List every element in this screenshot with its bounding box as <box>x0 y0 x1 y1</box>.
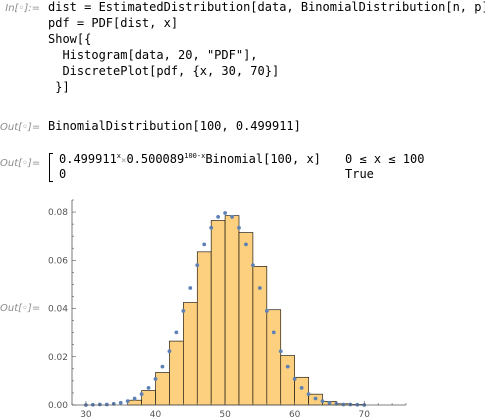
pdf-point <box>104 402 109 407</box>
pdf-point <box>181 309 186 313</box>
input-line: }] <box>48 80 70 94</box>
y-tick-label: 0.02 <box>48 353 68 363</box>
pdf-point <box>125 399 130 404</box>
histogram-bar <box>183 302 198 406</box>
pdf-point <box>285 364 290 369</box>
piecewise-cond-1: 0 ≤ x ≤ 100 <box>345 152 425 166</box>
pdf-point <box>216 214 221 219</box>
x-tick-label: 60 <box>289 410 301 418</box>
pdf-point <box>341 402 346 407</box>
pdf-point <box>230 214 234 219</box>
piecewise-cond-2: True <box>345 167 374 181</box>
exponent-x: x <box>116 152 122 160</box>
output-label-3: Out[◦]= <box>0 303 41 314</box>
histogram-bar <box>141 390 156 406</box>
output-label-2: Out[◦]= <box>0 158 41 169</box>
input-line: DiscretePlot[pdf, {x, 30, 70}] <box>48 64 280 78</box>
output-label-1: Out[◦]= <box>0 122 41 133</box>
input-line: pdf = PDF[dist, x] <box>48 16 179 30</box>
pdf-point <box>271 330 276 335</box>
pdf-point <box>146 385 151 390</box>
pdf-point <box>188 286 193 290</box>
y-tick-label: 0.08 <box>48 208 68 218</box>
pdf-point <box>237 225 241 230</box>
input-line: Histogram[data, 20, "PDF"], <box>48 48 258 62</box>
input-line: Show[{ <box>48 32 92 46</box>
pdf-point <box>264 309 269 313</box>
output-distribution: BinomialDistribution[100, 0.499911] <box>48 119 301 133</box>
pdf-point <box>313 396 318 401</box>
pdf-point <box>195 263 200 268</box>
pdf-point <box>292 377 297 381</box>
pdf-point <box>257 286 262 290</box>
y-tick-label: 0.04 <box>48 305 68 315</box>
histogram-bar <box>280 355 295 406</box>
base-value-2: 0.500089 <box>126 152 185 166</box>
y-tick-label: 0.06 <box>48 256 68 266</box>
pdf-point <box>160 364 165 369</box>
histogram-bar <box>266 309 282 406</box>
pdf-points <box>84 211 367 407</box>
piecewise-brace <box>49 153 53 182</box>
pdf-point <box>244 242 248 247</box>
histogram-bar <box>294 376 309 406</box>
histogram-bar <box>224 215 240 406</box>
histogram-bar <box>155 372 170 406</box>
x-tick-label: 30 <box>80 410 92 418</box>
pdf-point <box>167 349 172 354</box>
piecewise-row-1: 0.499911x×0.500089100-xBinomial[100, x] <box>59 151 321 169</box>
pdf-point <box>320 399 325 404</box>
pdf-point <box>327 400 332 405</box>
histogram-bar <box>127 399 142 406</box>
pdf-point <box>139 392 144 397</box>
histogram-bar <box>238 232 254 406</box>
input-line: dist = EstimatedDistribution[data, Binom… <box>48 0 485 14</box>
pdf-point <box>209 225 214 230</box>
pdf-point <box>299 385 304 390</box>
pdf-point <box>251 263 255 268</box>
x-tick-label: 50 <box>219 410 231 418</box>
exponent-100-x: 100-x <box>184 152 206 160</box>
input-cell-label: In[◦]:= <box>5 3 40 14</box>
times-sign: × <box>121 156 127 166</box>
pdf-point <box>118 400 123 405</box>
pdf-point <box>174 330 179 335</box>
histogram-bars <box>127 215 365 406</box>
histogram-bar <box>169 340 184 406</box>
binomial-term: Binomial[100, x] <box>205 152 321 166</box>
pdf-point <box>306 392 311 397</box>
histogram-bar <box>210 220 226 406</box>
pdf-point <box>223 211 227 215</box>
base-value: 0.499911 <box>59 152 117 166</box>
y-tick-label: 0.00 <box>48 401 68 411</box>
chart-axes: 30 40 50 60 70 0.00 0.02 0.04 0.06 0.08 <box>48 199 407 418</box>
pdf-point <box>132 396 137 401</box>
histogram-bar <box>196 251 212 406</box>
pdf-point <box>153 377 158 381</box>
pdf-point <box>202 242 207 247</box>
x-tick-label: 40 <box>150 410 162 418</box>
piecewise-row-2: 0 <box>59 167 67 181</box>
pdf-point <box>278 349 283 354</box>
x-tick-label: 70 <box>359 410 371 418</box>
